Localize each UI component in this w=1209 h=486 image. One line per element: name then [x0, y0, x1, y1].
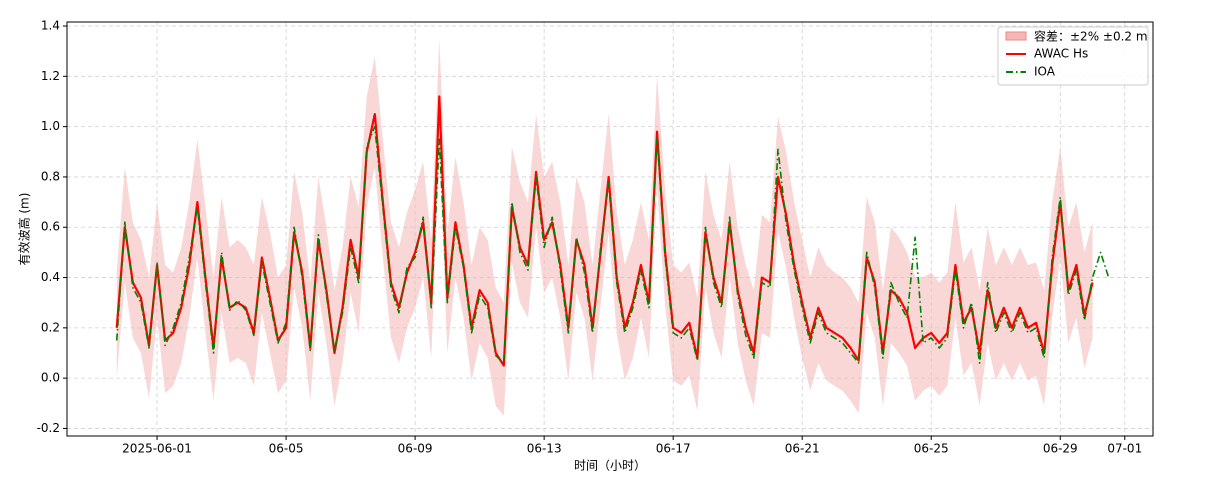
- plot-frame: [66, 21, 1154, 437]
- legend: 容差：±2% ±0.2 m AWAC Hs IOA: [997, 26, 1149, 86]
- y-tick-label: 0.4: [41, 270, 60, 284]
- y-tick-label: -0.2: [37, 421, 60, 435]
- y-tick-label: 0.8: [41, 169, 60, 183]
- y-tick-label: 1.0: [41, 119, 60, 133]
- legend-label: 容差：±2% ±0.2 m: [1034, 29, 1148, 44]
- y-tick-label: 0.6: [41, 220, 60, 234]
- legend-box: [997, 26, 1149, 86]
- series-line: [115, 125, 1110, 364]
- y-tick-label: 0.2: [41, 320, 60, 334]
- y-axis-label: 有效波高 (m): [17, 193, 32, 266]
- x-tick-label: 06-17: [656, 442, 691, 456]
- y-tick-label: 1.2: [41, 69, 60, 83]
- x-tick-label: 06-09: [398, 442, 433, 456]
- y-tick-label: 1.4: [41, 19, 60, 33]
- legend-label: IOA: [1034, 65, 1056, 79]
- legend-swatch: [1005, 31, 1027, 41]
- x-tick-label: 06-29: [1043, 442, 1078, 456]
- legend-label: AWAC Hs: [1034, 47, 1088, 61]
- x-tick-label: 06-05: [269, 442, 304, 456]
- x-tick-label: 06-21: [785, 442, 820, 456]
- tolerance-band: [116, 38, 1093, 416]
- x-axis-label: 时间（小时）: [574, 459, 646, 473]
- x-tick-label: 06-25: [914, 442, 949, 456]
- x-tick-label: 2025-06-01: [122, 442, 192, 456]
- y-tick-label: 0.0: [41, 371, 60, 385]
- x-tick-label: 06-13: [527, 442, 562, 456]
- x-tick-label: 07-01: [1107, 442, 1142, 456]
